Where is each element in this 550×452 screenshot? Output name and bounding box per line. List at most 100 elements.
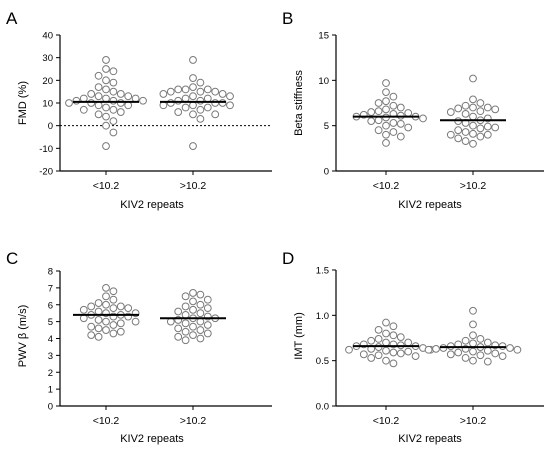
panel-a-plot-area: -20 -10 0 10 20 30 40 <10.2 >10.2: [39, 31, 272, 192]
panel-b-data-point: [483, 130, 492, 139]
panel-a-data-point: [102, 112, 110, 121]
panel-a-data-point: [203, 94, 212, 103]
panel-d-data-point: [396, 349, 405, 358]
panel-a-data-point: [181, 94, 190, 103]
panel-b-data-point: [419, 114, 427, 123]
panel-a-data-point: [109, 117, 118, 126]
panel-b-data-point: [396, 103, 405, 112]
panel-b: B Beta stiffness KIV2 repeats 0 5 10 15 <10.…: [282, 9, 544, 211]
panel-b-data-point: [446, 130, 455, 139]
panel-d-data-point: [498, 352, 507, 361]
panel-c-data-point: [203, 329, 212, 338]
panel-b-data-point: [374, 116, 383, 125]
panel-a-data-point: [72, 96, 81, 105]
panel-d-data-point: [483, 357, 492, 366]
panel-d-y-tick-label: 1.0: [316, 311, 329, 322]
panel-a-data-point: [196, 96, 205, 105]
panel-c-data-point: [116, 319, 125, 328]
panel-a-data-point: [196, 87, 205, 96]
panel-d: D IMT (mm) KIV2 repeats 0.0 0.5 1.0 1.5 <10.…: [282, 249, 544, 445]
panel-b-data-point: [396, 132, 405, 141]
panel-c-data-point: [94, 316, 103, 324]
panel-a-category-label: <10.2: [93, 180, 120, 192]
panel-d-data-point: [374, 325, 383, 334]
panel-c-data-point: [189, 289, 197, 297]
panel-c-data-point: [181, 327, 190, 336]
panel-a-data-point: [102, 56, 110, 64]
panel-c-data-point: [189, 322, 197, 331]
panel-a-data-point: [196, 78, 205, 87]
panel-a-data-point: [109, 105, 118, 114]
panel-d-data-point: [404, 338, 413, 347]
panel-a-data-point: [94, 92, 103, 101]
panel-d-data-point: [389, 322, 398, 331]
panel-b-data-point: [491, 105, 500, 114]
panel-d-data-point: [359, 350, 368, 359]
panel-d-data-point: [461, 336, 470, 345]
panel-a-data-point: [109, 96, 118, 105]
panel-d-data-point: [424, 345, 433, 354]
panel-c-plot-area: 0 1 2 3 4 5 6 7 8 <10.2 >10.2: [48, 267, 272, 427]
panel-a-data-point: [196, 105, 205, 114]
panel-c-y-tick-label: 5: [48, 317, 53, 328]
panel-c-y-axis-label: PWV β (m/s): [17, 305, 29, 368]
panel-a-data-point: [203, 103, 212, 112]
panel-c-y-tick-label: 7: [48, 283, 53, 294]
panel-d-data-point: [454, 348, 463, 357]
panel-b-y-tick-label: 15: [318, 31, 329, 42]
panel-d-x-axis-label: KIV2 repeats: [398, 433, 462, 445]
panel-a-letter: A: [6, 9, 18, 28]
panel-a-data-point: [109, 78, 118, 87]
panel-a-data-point: [226, 92, 234, 101]
panel-c-data-point: [94, 299, 103, 307]
panel-a-y-axis-label: FMD (%): [17, 81, 29, 125]
panel-c-data-point: [79, 305, 88, 314]
panel-a-data-point: [94, 110, 103, 119]
panel-a-data-point: [79, 105, 88, 114]
panel-d-category-label: <10.2: [373, 415, 400, 427]
panel-c-data-point: [181, 292, 190, 301]
panel-d-data-point: [469, 347, 477, 356]
panel-a-data-point: [189, 83, 197, 92]
panel-b-data-point: [461, 137, 470, 145]
panel-c: C PWV β (m/s) KIV2 repeats 0 1 2 3 4 5 6 7 8 <10.…: [6, 249, 272, 445]
panel-c-data-point: [189, 305, 197, 314]
panel-b-data-point: [454, 104, 463, 113]
panel-a-data-point: [166, 99, 175, 107]
panel-d-plot-area: 0.0 0.5 1.0 1.5 <10.2 >10.2: [316, 266, 544, 427]
panel-c-data-point: [196, 300, 205, 309]
panel-a-data-point: [102, 103, 110, 112]
panel-a-data-point: [218, 90, 227, 98]
panel-d-data-point: [382, 318, 390, 327]
panel-b-data-point: [469, 112, 477, 121]
panel-b-data-point: [389, 92, 398, 101]
panel-a-data-point: [196, 114, 205, 123]
panel-c-data-point: [102, 300, 110, 309]
panel-c-data-point: [109, 295, 118, 304]
panel-c-data-point: [174, 307, 183, 316]
panel-a-y-tick-label: 10: [42, 99, 53, 110]
panel-d-data-point: [382, 329, 390, 338]
panel-c-data-point: [102, 283, 110, 292]
panel-a-category-label: >10.2: [180, 180, 207, 192]
panel-d-data-point: [382, 338, 390, 347]
panel-a-y-tick-label: 40: [42, 31, 53, 42]
panel-b-data-point: [382, 130, 390, 139]
panel-c-data-point: [102, 317, 110, 326]
panel-a-data-point: [189, 101, 197, 110]
panel-b-data-point: [382, 88, 390, 97]
panel-c-data-point: [189, 297, 197, 306]
panel-a-data-point: [102, 94, 110, 103]
panel-b-plot-area: 0 5 10 15 <10.2 >10.2: [318, 31, 544, 192]
panel-d-data-point: [446, 350, 455, 359]
panel-d-data-point: [404, 347, 413, 356]
panel-a-data-point: [189, 142, 197, 150]
panel-d-data-point: [469, 339, 477, 348]
panel-a-data-point: [102, 121, 110, 130]
panel-c-data-point: [196, 326, 205, 334]
panel-a-data-point: [211, 110, 220, 119]
panel-c-data-point: [203, 304, 212, 313]
panel-d-data-point: [374, 351, 383, 360]
panel-b-category-label: <10.2: [373, 180, 400, 192]
